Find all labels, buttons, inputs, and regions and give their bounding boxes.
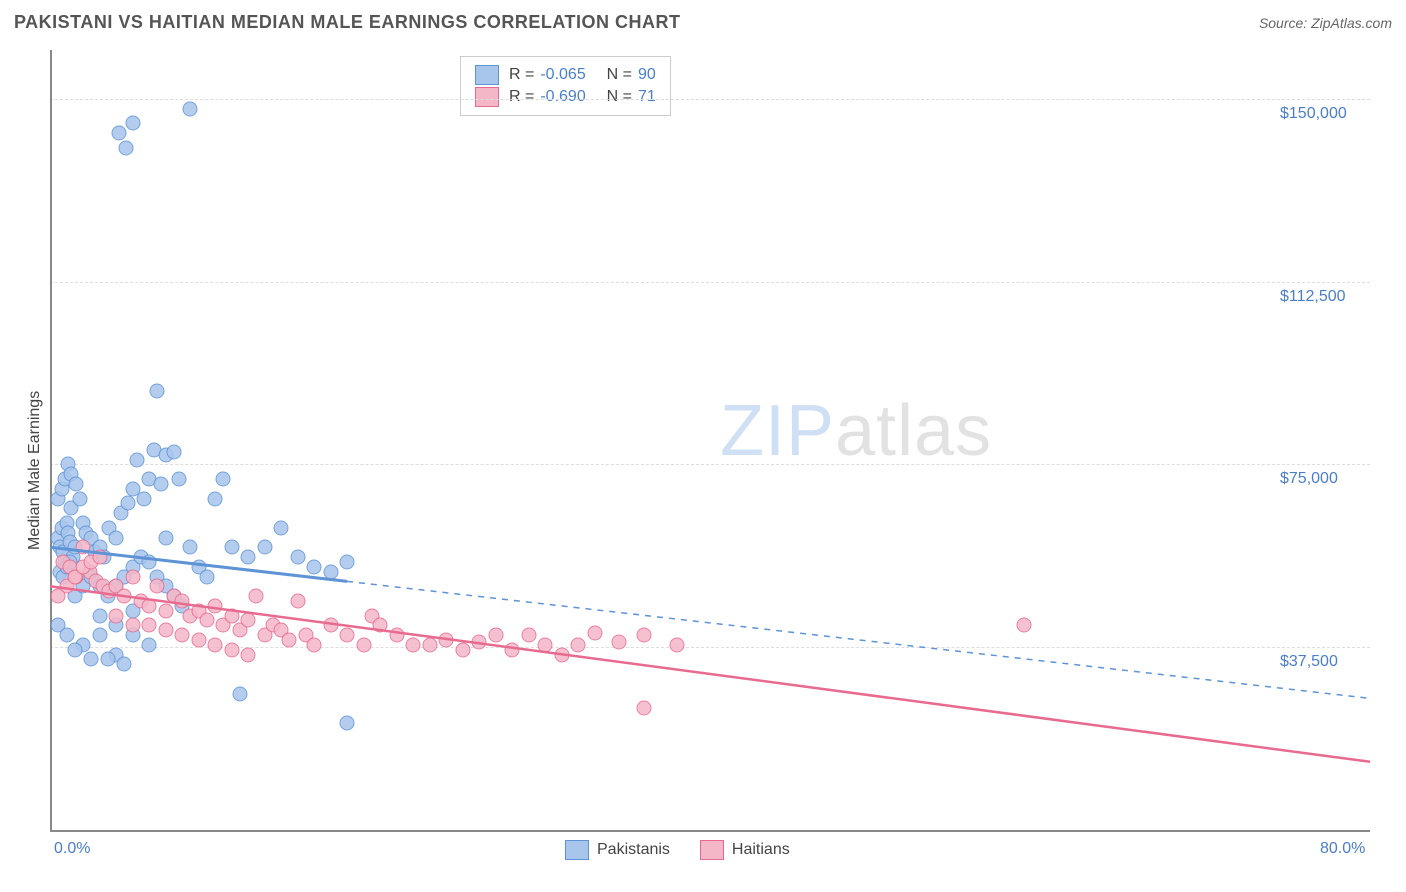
trend-line-solid bbox=[50, 547, 347, 581]
trend-lines bbox=[0, 0, 1406, 892]
trend-line-solid bbox=[50, 586, 1370, 762]
trend-line-dashed bbox=[347, 581, 1370, 698]
